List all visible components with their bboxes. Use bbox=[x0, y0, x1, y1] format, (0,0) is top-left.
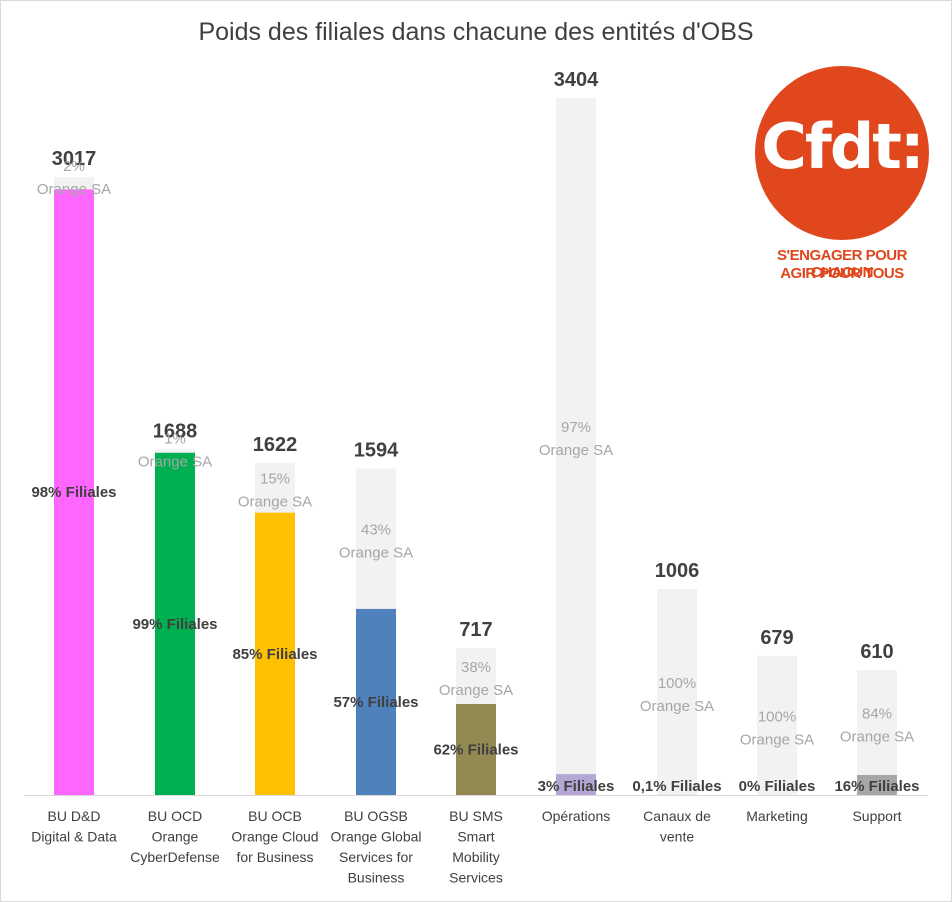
category-label-6-0: Canaux de bbox=[643, 808, 711, 824]
bar-filiales-0 bbox=[54, 189, 94, 796]
bar-orange-sa-7 bbox=[757, 655, 797, 795]
bar-orange-sa-5 bbox=[556, 97, 596, 775]
bar-orange-sa-1 bbox=[155, 449, 195, 453]
bar-orange-sa-0 bbox=[54, 177, 94, 190]
bar-orange-name-1: Orange SA bbox=[138, 453, 212, 470]
category-label-7-0: Marketing bbox=[746, 808, 807, 824]
bar-orange-name-5: Orange SA bbox=[539, 442, 613, 459]
logo-wordmark: Cfdt: bbox=[761, 110, 924, 183]
bar-total-label-7: 679 bbox=[760, 627, 793, 649]
bar-filiales-label-8: 16% Filiales bbox=[834, 778, 919, 795]
bar-orange-sa-3 bbox=[356, 468, 396, 609]
cfdt-logo: Cfdt: S'ENGAGER POUR CHACUN AGIR POUR TO… bbox=[752, 66, 930, 286]
category-label-4-3: Services bbox=[449, 870, 503, 886]
bar-total-label-2: 1622 bbox=[253, 434, 298, 456]
bar-orange-name-4: Orange SA bbox=[439, 682, 513, 699]
category-label-4-1: Smart bbox=[457, 829, 494, 845]
logo-slogan-line-2: AGIR POUR TOUS bbox=[780, 265, 904, 282]
category-label-3-1: Orange Global bbox=[330, 829, 421, 845]
bar-filiales-2 bbox=[255, 512, 295, 795]
bar-total-label-0: 3017 bbox=[52, 148, 97, 170]
category-label-2-2: for Business bbox=[236, 849, 313, 865]
bar-orange-sa-2 bbox=[255, 462, 295, 513]
bar-orange-name-0: Orange SA bbox=[37, 181, 111, 198]
chart-title: Poids des filiales dans chacune des enti… bbox=[198, 18, 754, 46]
logo-circle bbox=[755, 66, 929, 240]
bar-orange-name-8: Orange SA bbox=[840, 729, 914, 746]
category-label-5-0: Opérations bbox=[542, 808, 610, 824]
category-label-4-0: BU SMS bbox=[449, 808, 503, 824]
category-label-0-0: BU D&D bbox=[48, 808, 101, 824]
bar-orange-name-6: Orange SA bbox=[640, 698, 714, 715]
bar-orange-pct-0: 2% bbox=[63, 158, 85, 175]
category-label-1-2: CyberDefense bbox=[130, 849, 220, 865]
bar-filiales-label-1: 99% Filiales bbox=[132, 616, 217, 633]
category-label-1-0: BU OCD bbox=[148, 808, 202, 824]
bar-filiales-label-7: 0% Filiales bbox=[739, 778, 816, 795]
bar-orange-pct-5: 97% bbox=[561, 419, 591, 436]
category-label-2-0: BU OCB bbox=[248, 808, 302, 824]
bar-filiales-3 bbox=[356, 608, 396, 795]
bar-orange-name-3: Orange SA bbox=[339, 545, 413, 562]
bar-orange-pct-4: 38% bbox=[461, 659, 491, 676]
category-label-2-1: Orange Cloud bbox=[231, 829, 318, 845]
bar-orange-name-7: Orange SA bbox=[740, 731, 814, 748]
bar-filiales-label-5: 3% Filiales bbox=[538, 778, 615, 795]
bar-total-label-8: 610 bbox=[860, 641, 893, 663]
category-label-4-2: Mobility bbox=[452, 849, 499, 865]
category-label-1-1: Orange bbox=[152, 829, 199, 845]
bar-orange-pct-2: 15% bbox=[260, 471, 290, 488]
bar-filiales-label-6: 0,1% Filiales bbox=[632, 778, 721, 795]
bar-orange-pct-8: 84% bbox=[862, 706, 892, 723]
bar-filiales-8 bbox=[857, 775, 897, 795]
bar-total-label-3: 1594 bbox=[354, 440, 399, 462]
category-label-3-3: Business bbox=[348, 870, 405, 886]
category-label-6-1: vente bbox=[660, 829, 694, 845]
category-label-8-0: Support bbox=[852, 808, 901, 824]
bar-filiales-label-2: 85% Filiales bbox=[232, 646, 317, 663]
bar-orange-pct-6: 100% bbox=[658, 675, 696, 692]
bar-total-label-5: 3404 bbox=[554, 69, 599, 91]
logo-slogan-line-1: S'ENGAGER POUR CHACUN bbox=[777, 247, 907, 281]
bar-orange-sa-6 bbox=[657, 588, 697, 795]
bar-orange-sa-4 bbox=[456, 648, 496, 704]
category-label-0-1: Digital & Data bbox=[31, 829, 117, 845]
bar-filiales-label-3: 57% Filiales bbox=[333, 694, 418, 711]
bar-filiales-5 bbox=[556, 774, 596, 795]
bar-orange-sa-8 bbox=[857, 670, 897, 776]
category-label-3-0: BU OGSB bbox=[344, 808, 408, 824]
bar-filiales-4 bbox=[456, 703, 496, 795]
bar-total-label-6: 1006 bbox=[655, 560, 700, 582]
bar-total-label-1: 1688 bbox=[153, 420, 198, 442]
bar-orange-pct-1: 1% bbox=[164, 430, 186, 447]
bar-total-label-4: 717 bbox=[459, 619, 492, 641]
bar-filiales-label-4: 62% Filiales bbox=[433, 741, 518, 758]
bar-orange-pct-3: 43% bbox=[361, 522, 391, 539]
bar-filiales-label-0: 98% Filiales bbox=[31, 484, 116, 501]
bar-orange-pct-7: 100% bbox=[758, 708, 796, 725]
category-label-3-2: Services for bbox=[339, 849, 413, 865]
bar-filiales-1 bbox=[155, 452, 195, 795]
bar-orange-name-2: Orange SA bbox=[238, 494, 312, 511]
